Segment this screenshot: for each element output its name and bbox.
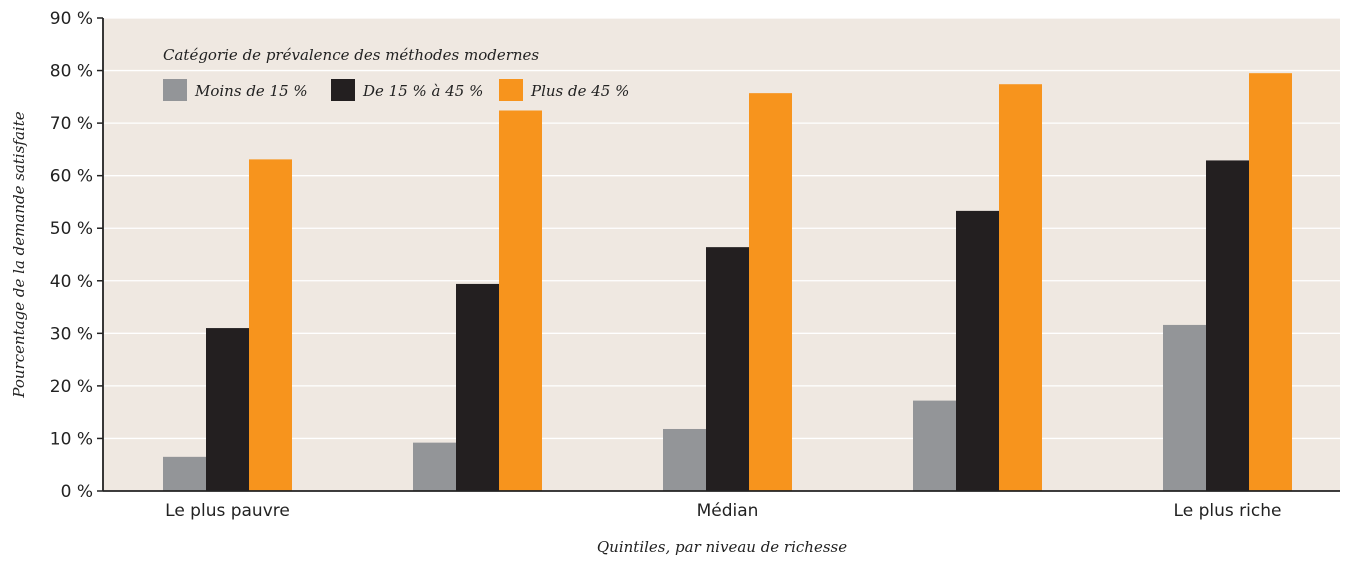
x-axis-title: Quintiles, par niveau de richesse	[597, 538, 847, 556]
legend-swatch	[499, 79, 523, 101]
y-tick-label: 50 %	[50, 219, 93, 239]
axes: 0 % 10 % 20 % 30 % 40 % 50 % 60 % 70 % 80 % 90 % L…	[50, 9, 1340, 521]
y-tick-label: 30 %	[50, 324, 93, 344]
bar-low	[663, 428, 706, 491]
bar-mid	[956, 210, 999, 491]
legend-title: Catégorie de prévalence des méthodes mod…	[163, 46, 539, 64]
bar-low	[163, 456, 206, 491]
legend-label: Plus de 45 %	[530, 82, 629, 100]
legend-swatch	[163, 79, 187, 101]
bar-high	[1249, 73, 1292, 491]
bar-mid	[456, 283, 499, 491]
bar-low	[413, 442, 456, 491]
bars	[163, 73, 1292, 492]
bar-mid	[206, 328, 249, 491]
legend-swatch	[331, 79, 355, 101]
bar-high	[499, 110, 542, 492]
bar-low	[1163, 324, 1206, 491]
legend-label: Moins de 15 %	[194, 82, 308, 100]
y-tick-label: 0 %	[61, 482, 93, 502]
bar-high	[249, 159, 292, 491]
bar-high	[999, 84, 1042, 491]
y-axis-title: Pourcentage de la demande satisfaite	[10, 111, 28, 398]
legend-label: De 15 % à 45 %	[362, 82, 483, 100]
y-tick-label: 60 %	[50, 167, 93, 187]
bar-mid	[706, 247, 749, 491]
x-category-label: Le plus pauvre	[165, 501, 290, 521]
bar-low	[913, 400, 956, 491]
y-tick-label: 70 %	[50, 114, 93, 134]
y-tick-label: 10 %	[50, 429, 93, 449]
x-category-label: Médian	[697, 501, 759, 521]
y-tick-label: 40 %	[50, 272, 93, 292]
legend: Catégorie de prévalence des méthodes mod…	[163, 46, 629, 101]
bar-high	[749, 93, 792, 491]
y-tick-label: 20 %	[50, 377, 93, 397]
y-tick-label: 90 %	[50, 9, 93, 29]
y-tick-label: 80 %	[50, 62, 93, 82]
x-category-label: Le plus riche	[1174, 501, 1282, 521]
bar-mid	[1206, 160, 1249, 492]
